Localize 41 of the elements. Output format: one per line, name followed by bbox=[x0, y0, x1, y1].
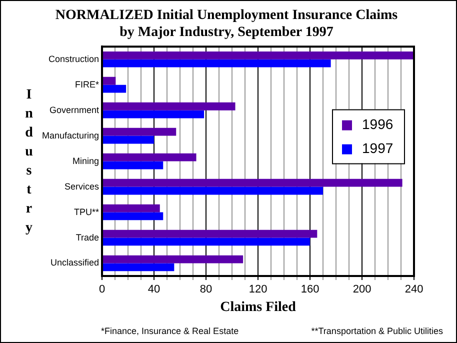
text: *Finance, Insurance & Real Estate bbox=[101, 326, 239, 336]
bar bbox=[102, 186, 324, 195]
x-tick-label: 240 bbox=[404, 284, 424, 296]
x-tick-label: 120 bbox=[248, 284, 268, 296]
bar bbox=[102, 136, 154, 144]
y-tick-label: Mining bbox=[72, 156, 100, 166]
bar bbox=[102, 204, 160, 212]
x-tick-label: 0 bbox=[98, 284, 106, 296]
y-tick-label: Manufacturing bbox=[42, 130, 100, 140]
bar bbox=[102, 263, 174, 272]
bar bbox=[102, 178, 402, 187]
bar bbox=[102, 230, 318, 238]
x-tick-label: 40 bbox=[148, 284, 160, 296]
chart-title: NORMALIZED Initial Unemployment Insurance Claims by Major Industry, September 1997 bbox=[55, 8, 398, 40]
bar bbox=[102, 84, 126, 93]
bar bbox=[102, 212, 164, 220]
x-tick-label: 80 bbox=[200, 284, 212, 296]
bar bbox=[102, 128, 176, 136]
bar bbox=[102, 59, 331, 68]
y-axis-title: Industry bbox=[25, 87, 34, 236]
y-tick-label: TPU** bbox=[74, 206, 100, 217]
text: **Transportation & Public Utilities bbox=[311, 326, 444, 336]
bar bbox=[102, 238, 310, 246]
y-tick-label: Government bbox=[50, 104, 100, 115]
x-tick-label: 200 bbox=[352, 284, 372, 296]
x-tick-label: 160 bbox=[300, 284, 320, 296]
bar bbox=[102, 153, 196, 162]
y-tick-label: Trade bbox=[76, 232, 100, 242]
bar bbox=[102, 76, 116, 85]
y-tick-label: Unclassified bbox=[50, 258, 100, 268]
bar bbox=[102, 102, 236, 110]
y-tick-label: FIRE* bbox=[75, 79, 100, 90]
x-axis-title: Claims Filed bbox=[220, 300, 296, 316]
y-tick-label: Services bbox=[64, 181, 100, 192]
bar bbox=[102, 51, 414, 60]
bar bbox=[102, 255, 244, 264]
bar bbox=[102, 161, 164, 170]
y-tick-label: Construction bbox=[48, 54, 100, 64]
legend-label: 1996 bbox=[362, 116, 394, 132]
legend-label: 1997 bbox=[362, 140, 394, 156]
bar bbox=[102, 110, 204, 118]
